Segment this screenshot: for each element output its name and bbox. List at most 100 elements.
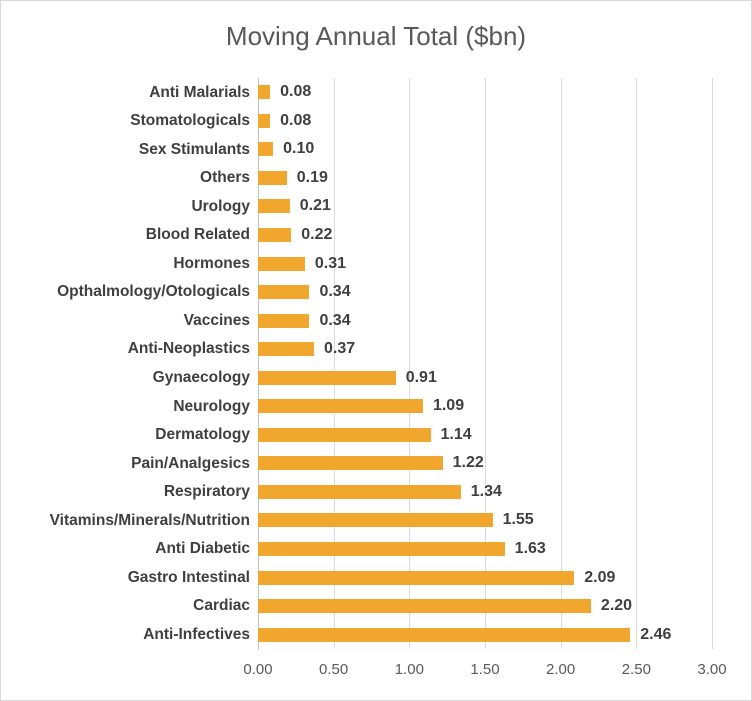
- category-row: Anti Malarials: [9, 78, 250, 107]
- category-label: Opthalmology/Otologicals: [57, 283, 250, 301]
- bar: [258, 142, 274, 157]
- category-row: Respiratory: [9, 478, 250, 507]
- bar: [258, 170, 287, 185]
- x-tick-label: 1.50: [470, 661, 500, 678]
- plot-area: 0.08 0.08 0.10 0.19 0.21 0.22 0.31 0.34 0.34 0.37…: [258, 78, 713, 649]
- category-row: Gastro Intestinal: [9, 563, 250, 592]
- bar: [258, 342, 314, 357]
- data-label: 2.20: [600, 597, 633, 615]
- x-tick-label: 1.00: [394, 661, 424, 678]
- bar-row: 2.46: [258, 620, 712, 649]
- category-label: Stomatologicals: [130, 112, 250, 130]
- category-row: Anti Diabetic: [9, 535, 250, 564]
- category-label: Pain/Analgesics: [131, 454, 250, 472]
- gridline: [636, 78, 638, 649]
- bar: [258, 399, 423, 414]
- bar: [258, 228, 292, 242]
- category-label: Hormones: [173, 254, 250, 272]
- gridline: [333, 78, 335, 649]
- data-label: 1.34: [470, 482, 502, 500]
- bar: [258, 85, 271, 100]
- bar-row: 0.37: [258, 335, 712, 364]
- category-label: Respiratory: [163, 483, 250, 501]
- data-label: 0.37: [323, 340, 356, 358]
- data-label: 0.19: [296, 168, 328, 186]
- x-tick-label: 2.50: [621, 661, 651, 678]
- category-row: Dermatology: [9, 421, 250, 450]
- data-label: 0.21: [299, 197, 331, 215]
- category-label: Vitamins/Minerals/Nutrition: [49, 511, 250, 529]
- gridline: [485, 78, 486, 649]
- bar-row: 0.91: [258, 363, 712, 392]
- value-axis: 0.00 0.50 1.00 1.50 2.00 2.50 3.00: [1, 660, 751, 684]
- bar-row: 0.08: [258, 107, 712, 136]
- bar-row: 0.21: [258, 192, 712, 221]
- data-label: 1.63: [514, 540, 546, 558]
- bar-row: 1.14: [258, 421, 712, 450]
- category-label: Anti-Infectives: [143, 625, 250, 643]
- bar-rows: 0.08 0.08 0.10 0.19 0.21 0.22 0.31 0.34 0.34 0.37…: [258, 78, 712, 649]
- data-label: 0.10: [283, 140, 315, 158]
- data-label: 1.14: [440, 425, 472, 443]
- bar-row: 1.55: [258, 506, 712, 535]
- category-label: Blood Related: [145, 226, 250, 244]
- bar: [258, 427, 431, 442]
- data-label: 2.46: [640, 625, 672, 643]
- bar: [258, 456, 443, 471]
- category-row: Gynaecology: [9, 363, 250, 392]
- x-tick-label: 3.00: [697, 661, 727, 678]
- bar-row: 0.10: [258, 135, 712, 164]
- bar-row: 2.09: [258, 563, 712, 592]
- data-label: 0.22: [301, 226, 333, 243]
- bar-row: 0.19: [258, 164, 712, 193]
- category-row: Sex Stimulants: [9, 135, 250, 164]
- category-row: Vitamins/Minerals/Nutrition: [9, 506, 250, 535]
- category-row: Cardiac: [9, 592, 250, 621]
- bar: [258, 570, 575, 585]
- category-row: Urology: [9, 192, 250, 221]
- category-label: Gastro Intestinal: [127, 568, 250, 586]
- gridline: [560, 78, 562, 649]
- x-tick-label: 0.50: [319, 661, 349, 678]
- x-tick-label: 2.00: [546, 661, 576, 678]
- category-row: Anti-Infectives: [9, 620, 250, 649]
- bar: [258, 285, 310, 300]
- bar-row: 0.34: [258, 278, 712, 307]
- bar: [258, 627, 631, 642]
- category-axis: Anti Malarials Stomatologicals Sex Stimula…: [9, 78, 250, 649]
- data-label: 1.55: [502, 511, 534, 529]
- category-label: Anti Diabetic: [155, 540, 250, 558]
- category-label: Gynaecology: [152, 368, 250, 386]
- category-row: Stomatologicals: [9, 107, 250, 136]
- category-label: Vaccines: [183, 311, 250, 329]
- data-label: 1.09: [432, 397, 465, 415]
- bar-row: 0.31: [258, 249, 712, 278]
- bar: [258, 370, 396, 385]
- category-row: Pain/Analgesics: [9, 449, 250, 478]
- bar: [258, 542, 505, 557]
- category-label: Neurology: [173, 397, 250, 415]
- bar: [258, 513, 493, 528]
- category-label: Dermatology: [155, 426, 250, 444]
- data-label: 0.91: [405, 368, 437, 386]
- category-label: Anti Malarials: [149, 83, 250, 101]
- bar: [258, 484, 461, 499]
- bar: [258, 256, 305, 271]
- bar-row: 1.34: [258, 478, 712, 507]
- data-label: 0.08: [280, 111, 312, 129]
- bar-row: 1.22: [258, 449, 712, 478]
- category-label: Cardiac: [193, 597, 250, 615]
- data-label: 0.08: [280, 83, 312, 101]
- data-label: 2.09: [584, 568, 616, 586]
- category-label: Anti-Neoplastics: [127, 340, 250, 358]
- category-row: Vaccines: [9, 306, 250, 335]
- data-label: 0.34: [319, 311, 351, 329]
- category-row: Hormones: [9, 249, 250, 278]
- category-row: Neurology: [9, 392, 250, 421]
- x-tick-label: 0.00: [243, 661, 273, 678]
- data-label: 0.34: [319, 283, 351, 301]
- bar-row: 0.34: [258, 306, 712, 335]
- category-label: Sex Stimulants: [138, 140, 250, 158]
- gridline: [409, 78, 411, 649]
- bar: [258, 313, 310, 328]
